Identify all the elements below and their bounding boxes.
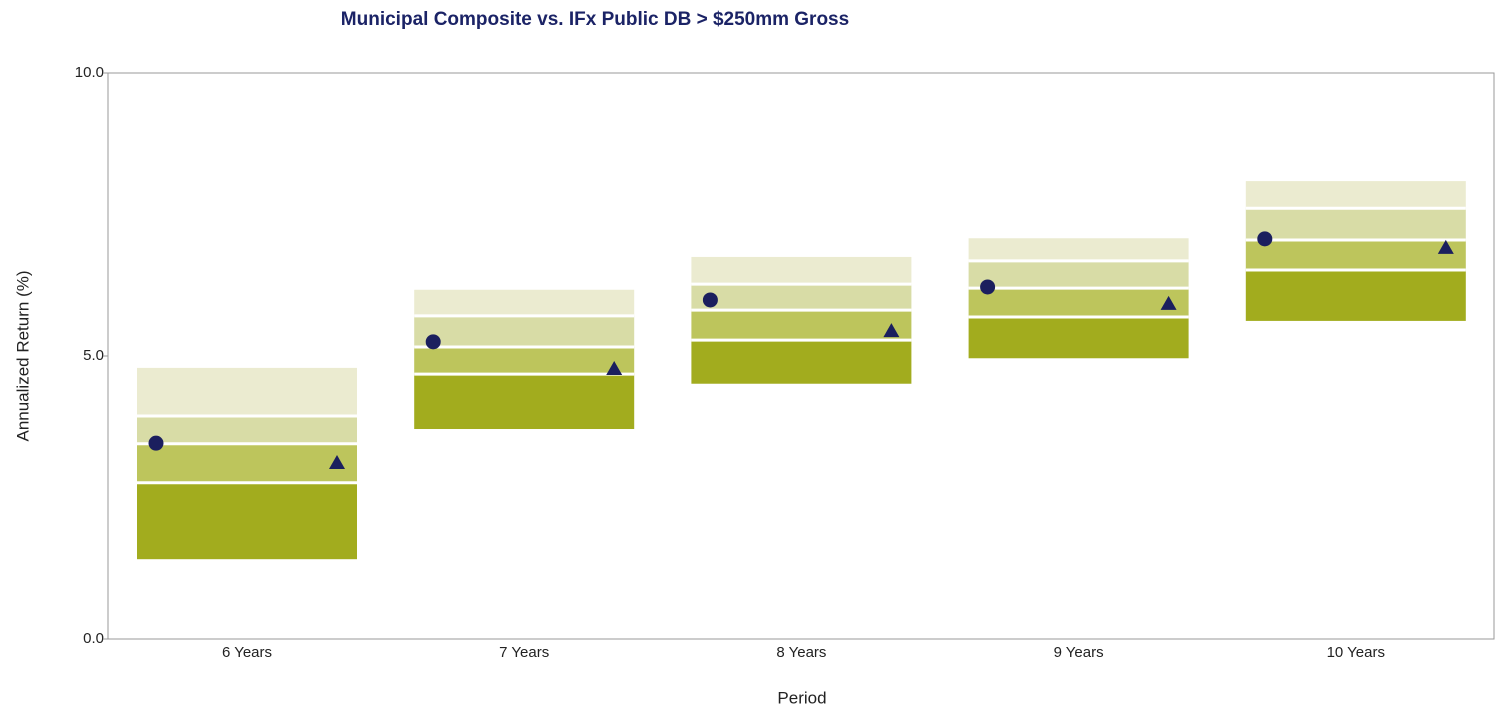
x-tick-label: 6 Years [222, 644, 272, 661]
range-band [968, 238, 1189, 261]
y-tick-label: 5.0 [83, 347, 104, 364]
range-band [968, 316, 1189, 359]
range-band [414, 289, 635, 316]
range-band [414, 315, 635, 347]
range-band [1245, 269, 1466, 321]
marker-circle [425, 334, 441, 350]
range-band [414, 346, 635, 375]
range-band [1245, 239, 1466, 270]
marker-circle [702, 292, 718, 308]
range-band [1245, 181, 1466, 209]
marker-circle [1257, 231, 1273, 247]
y-tick-label: 0.0 [83, 630, 104, 647]
range-band [137, 367, 357, 416]
marker-triangle [1160, 295, 1177, 310]
range-band [968, 288, 1189, 317]
x-axis-title: Period [777, 688, 826, 707]
y-tick-label: 10.0 [75, 64, 104, 81]
chart-title: Municipal Composite vs. IFx Public DB > … [341, 9, 849, 30]
marker-circle [148, 435, 164, 451]
x-tick-label: 10 Years [1327, 644, 1385, 661]
x-tick-label: 8 Years [776, 644, 826, 661]
marker-triangle [329, 454, 345, 469]
range-band [137, 415, 357, 444]
range-band [414, 374, 635, 430]
marker-triangle [1437, 239, 1454, 254]
y-axis-title: Annualized Return (%) [13, 270, 32, 441]
range-band [691, 310, 912, 341]
marker-triangle [883, 323, 900, 338]
range-band [691, 284, 912, 311]
x-tick-label: 9 Years [1054, 644, 1104, 661]
marker-circle [980, 279, 996, 295]
range-band [1245, 208, 1466, 240]
range-band [137, 443, 357, 483]
range-band [137, 482, 357, 560]
range-band [691, 256, 912, 285]
range-band [968, 260, 1189, 289]
marker-triangle [606, 361, 623, 376]
range-band [691, 340, 912, 384]
x-tick-label: 7 Years [499, 644, 549, 661]
